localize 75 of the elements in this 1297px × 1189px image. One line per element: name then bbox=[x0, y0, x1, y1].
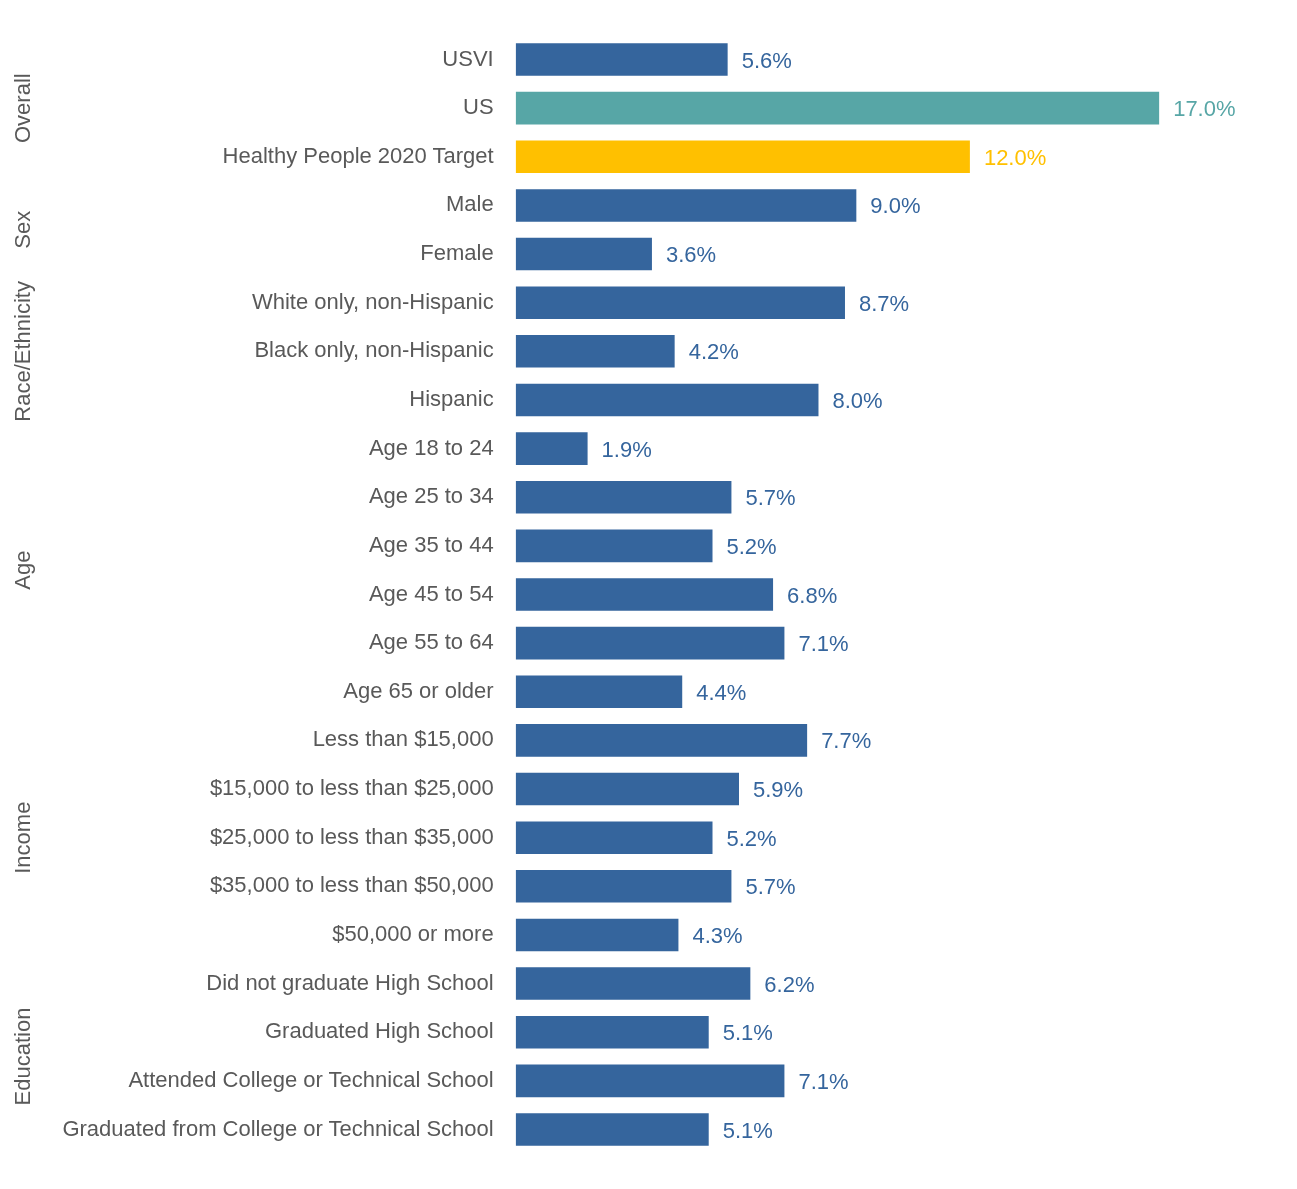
bar bbox=[515, 286, 845, 319]
data-label: 5.2% bbox=[726, 533, 777, 559]
data-label: 8.7% bbox=[858, 290, 910, 316]
text: Income bbox=[10, 801, 36, 874]
data-label: 9.0% bbox=[870, 193, 921, 219]
data-label: 5.1% bbox=[722, 1020, 773, 1046]
data-label: 1.9% bbox=[601, 436, 652, 462]
data-label: 7.1% bbox=[798, 631, 849, 657]
y-tick-label: Age 55 to 64 bbox=[368, 629, 494, 655]
data-label: 8.0% bbox=[832, 388, 883, 414]
text: Sex bbox=[10, 210, 36, 249]
data-label: 5.2% bbox=[726, 825, 777, 851]
y-tick-label: Age 25 to 34 bbox=[368, 483, 494, 509]
bar bbox=[515, 967, 751, 1000]
bar bbox=[515, 870, 732, 903]
bar bbox=[515, 480, 732, 514]
data-label: 6.2% bbox=[764, 971, 815, 997]
text: Age bbox=[10, 550, 36, 590]
text: Overall bbox=[10, 73, 36, 143]
y-tick-label: Graduated from College or Technical School bbox=[62, 1115, 494, 1141]
bar bbox=[515, 1113, 709, 1146]
bar bbox=[515, 335, 675, 368]
bar bbox=[515, 43, 728, 76]
bar bbox=[515, 91, 1160, 125]
data-label: 4.3% bbox=[692, 923, 743, 949]
bar bbox=[515, 237, 652, 271]
bar bbox=[515, 1015, 709, 1049]
bar bbox=[515, 821, 713, 854]
data-label: 17.0% bbox=[1173, 96, 1236, 122]
y-tick-label: Age 65 or older bbox=[343, 677, 494, 703]
bar bbox=[515, 189, 857, 222]
bar bbox=[515, 578, 774, 611]
y-tick-label: Black only, non-Hispanic bbox=[254, 337, 494, 363]
data-label: 3.6% bbox=[665, 242, 717, 268]
y-tick-label: US bbox=[463, 94, 494, 120]
bar bbox=[515, 1064, 785, 1098]
y-tick-label: Female bbox=[420, 240, 494, 266]
bar bbox=[515, 383, 819, 417]
y-tick-label: Healthy People 2020 Target bbox=[222, 142, 494, 168]
y-tick-label: Hispanic bbox=[409, 386, 494, 412]
y-tick-label: $25,000 to less than $35,000 bbox=[209, 823, 494, 849]
y-tick-label: Age 35 to 44 bbox=[368, 531, 494, 557]
bar bbox=[515, 918, 679, 952]
data-label: 7.1% bbox=[798, 1068, 849, 1094]
data-label: 5.7% bbox=[745, 485, 796, 511]
data-label: 6.8% bbox=[787, 582, 838, 608]
bar bbox=[515, 675, 683, 709]
text: Race/Ethnicity bbox=[10, 281, 36, 422]
bar bbox=[515, 432, 588, 465]
y-tick-label: Attended College or Technical School bbox=[128, 1066, 494, 1092]
y-tick-label: Age 18 to 24 bbox=[368, 434, 494, 460]
y-tick-label: Graduated High School bbox=[264, 1018, 494, 1044]
bar bbox=[515, 140, 970, 174]
y-tick-label: Male bbox=[445, 191, 494, 217]
bar bbox=[515, 724, 808, 757]
data-label: 5.1% bbox=[722, 1117, 773, 1143]
bar bbox=[515, 529, 713, 563]
y-tick-label: Did not graduate High School bbox=[206, 969, 494, 995]
y-tick-label: Less than $15,000 bbox=[312, 726, 494, 752]
data-label: 4.4% bbox=[696, 679, 747, 705]
y-tick-label: USVI bbox=[442, 45, 494, 71]
data-label: 7.7% bbox=[821, 728, 872, 754]
data-label: 5.9% bbox=[753, 777, 804, 803]
bar bbox=[515, 772, 739, 806]
data-label: 5.7% bbox=[745, 874, 796, 900]
y-tick-label: Age 45 to 54 bbox=[368, 580, 494, 606]
bar bbox=[515, 626, 785, 660]
y-tick-label: $35,000 to less than $50,000 bbox=[209, 872, 494, 898]
data-label: 4.2% bbox=[688, 339, 739, 365]
y-tick-label: $50,000 or more bbox=[332, 921, 494, 947]
y-tick-label: White only, non-Hispanic bbox=[251, 288, 494, 314]
data-label: 5.6% bbox=[741, 47, 792, 73]
y-tick-label: $15,000 to less than $25,000 bbox=[209, 775, 494, 801]
data-label: 12.0% bbox=[983, 144, 1047, 170]
text: Education bbox=[10, 1007, 36, 1106]
